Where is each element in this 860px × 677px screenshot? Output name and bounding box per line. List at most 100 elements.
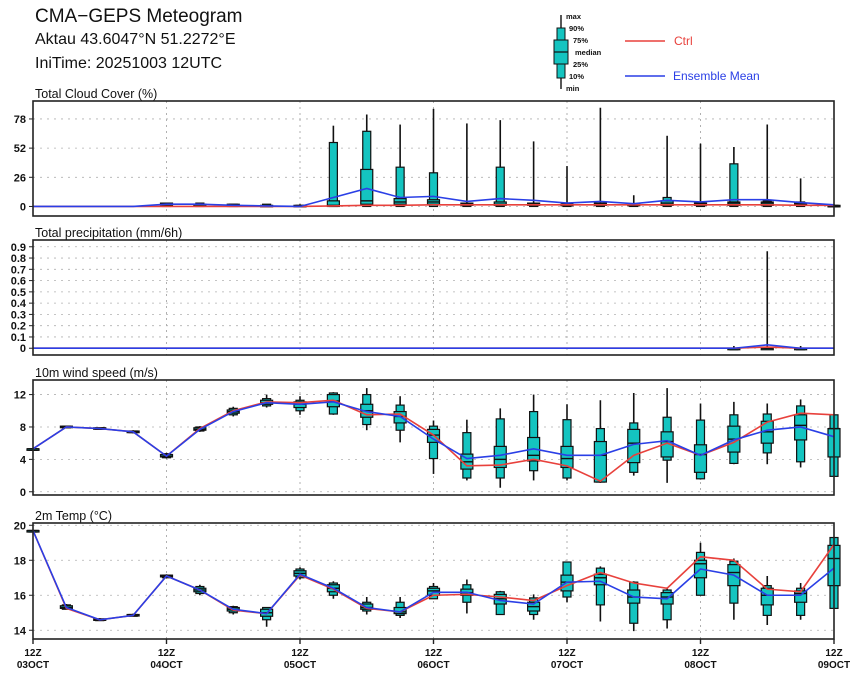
y-tick-label: 0 bbox=[20, 201, 26, 213]
y-tick-label: 0.8 bbox=[11, 253, 26, 265]
box-15 bbox=[527, 141, 541, 208]
legend-box-label: max bbox=[566, 12, 582, 21]
box-16 bbox=[560, 404, 574, 481]
panel-title: 10m wind speed (m/s) bbox=[35, 366, 158, 380]
box-23 bbox=[794, 399, 808, 468]
box-10 bbox=[360, 388, 374, 431]
box-23 bbox=[794, 583, 808, 620]
box-8 bbox=[293, 396, 307, 415]
y-tick-label: 18 bbox=[14, 555, 26, 567]
box-19 bbox=[660, 388, 674, 483]
x-tick-date: 04OCT bbox=[150, 660, 182, 671]
box-9 bbox=[326, 125, 340, 208]
box-13 bbox=[460, 579, 474, 614]
box-10-90 bbox=[395, 166, 405, 208]
legend-box-label: 25% bbox=[573, 60, 588, 69]
box-17 bbox=[593, 400, 607, 483]
x-tick-date: 07OCT bbox=[551, 660, 583, 671]
plot-frame bbox=[32, 522, 835, 640]
y-tick-label: 0.2 bbox=[11, 321, 26, 333]
box-18 bbox=[627, 581, 641, 632]
legend-box-label: median bbox=[575, 48, 602, 57]
plot-frame bbox=[32, 239, 835, 356]
y-tick-label: 4 bbox=[20, 454, 27, 466]
ensemble-mean-line bbox=[33, 187, 835, 208]
y-tick-label: 12 bbox=[14, 390, 26, 402]
box-7 bbox=[260, 394, 274, 408]
legend-ctrl-label: Ctrl bbox=[674, 34, 693, 48]
box-22 bbox=[760, 124, 774, 208]
y-tick-label: 78 bbox=[14, 114, 26, 126]
y-tick-label: 20 bbox=[14, 520, 26, 532]
box-14 bbox=[493, 408, 507, 488]
x-tick-hour: 12Z bbox=[425, 648, 442, 659]
box-14 bbox=[493, 590, 507, 616]
y-tick-label: 0.6 bbox=[11, 276, 26, 288]
box-25-75 bbox=[493, 445, 507, 469]
box-15 bbox=[527, 594, 541, 620]
box-13 bbox=[460, 123, 474, 208]
y-tick-label: 0 bbox=[20, 487, 26, 499]
box-25-75 bbox=[760, 587, 774, 606]
x-tick-hour: 12Z bbox=[158, 648, 175, 659]
box-20 bbox=[693, 403, 708, 480]
panel-0: Total Cloud Cover (%) 0 26 52 78 bbox=[14, 87, 841, 217]
box-13 bbox=[460, 419, 474, 481]
init-time: IniTime: 20251003 12UTC bbox=[35, 55, 223, 72]
y-tick-label: 0.7 bbox=[11, 264, 26, 276]
panel-3: 2m Temp (°C) 14 16 18 20 bbox=[14, 509, 841, 640]
box-19 bbox=[660, 135, 674, 208]
x-tick-date: 03OCT bbox=[17, 660, 49, 671]
box-12 bbox=[426, 420, 441, 474]
x-tick-hour: 12Z bbox=[825, 648, 842, 659]
plot-frame bbox=[32, 100, 835, 217]
plot-frame bbox=[32, 379, 835, 496]
panel-title: Total precipitation (mm/6h) bbox=[35, 226, 182, 240]
chart-title: CMA−GEPS Meteogram bbox=[35, 6, 243, 27]
box-25-75 bbox=[360, 168, 374, 205]
x-tick-date: 09OCT bbox=[818, 660, 850, 671]
box-21 bbox=[727, 147, 741, 208]
box-18 bbox=[627, 392, 641, 476]
box-20 bbox=[693, 143, 708, 208]
box-15 bbox=[527, 394, 541, 481]
panel-title: Total Cloud Cover (%) bbox=[35, 87, 157, 101]
box-10-90 bbox=[729, 163, 739, 208]
x-tick-hour: 12Z bbox=[692, 648, 709, 659]
x-tick-hour: 12Z bbox=[291, 648, 308, 659]
box-12 bbox=[426, 583, 441, 600]
ensemble-mean-line bbox=[32, 401, 835, 460]
box-22 bbox=[760, 576, 774, 626]
y-tick-label: 0 bbox=[20, 343, 26, 355]
x-tick-hour: 12Z bbox=[24, 648, 41, 659]
ensemble-mean-line bbox=[33, 344, 834, 350]
box-11 bbox=[393, 124, 407, 208]
ctrl-line bbox=[32, 530, 835, 621]
x-tick-date: 08OCT bbox=[684, 660, 716, 671]
station-location: Aktau 43.6047°N 51.2272°E bbox=[35, 31, 236, 48]
legend-mean-label: Ensemble Mean bbox=[673, 69, 760, 83]
ensemble-mean-line bbox=[32, 530, 835, 621]
legend-box-label: 90% bbox=[569, 24, 584, 33]
box-10-90 bbox=[428, 172, 439, 208]
box-11 bbox=[393, 597, 407, 619]
legend-box-label: 75% bbox=[573, 36, 588, 45]
y-tick-label: 8 bbox=[20, 422, 26, 434]
legend-box-label: 10% bbox=[569, 72, 584, 81]
box-14 bbox=[493, 120, 507, 208]
box-10 bbox=[360, 114, 374, 208]
box-25-75 bbox=[660, 431, 674, 458]
panel-title: 2m Temp (°C) bbox=[35, 509, 112, 523]
y-tick-label: 0.9 bbox=[11, 242, 26, 254]
box-10-90 bbox=[495, 166, 505, 208]
box-22 bbox=[760, 403, 774, 465]
y-tick-label: 0.5 bbox=[11, 287, 26, 299]
legend: max 90% 75% median 25% 10% min Ctrl Ensemble Mea… bbox=[553, 12, 760, 93]
box-22 bbox=[760, 251, 774, 351]
legend-box-label: min bbox=[566, 84, 580, 93]
box-10-90 bbox=[595, 567, 605, 606]
box-21 bbox=[727, 558, 741, 620]
box-21 bbox=[727, 401, 741, 465]
y-tick-label: 0.1 bbox=[11, 332, 26, 344]
